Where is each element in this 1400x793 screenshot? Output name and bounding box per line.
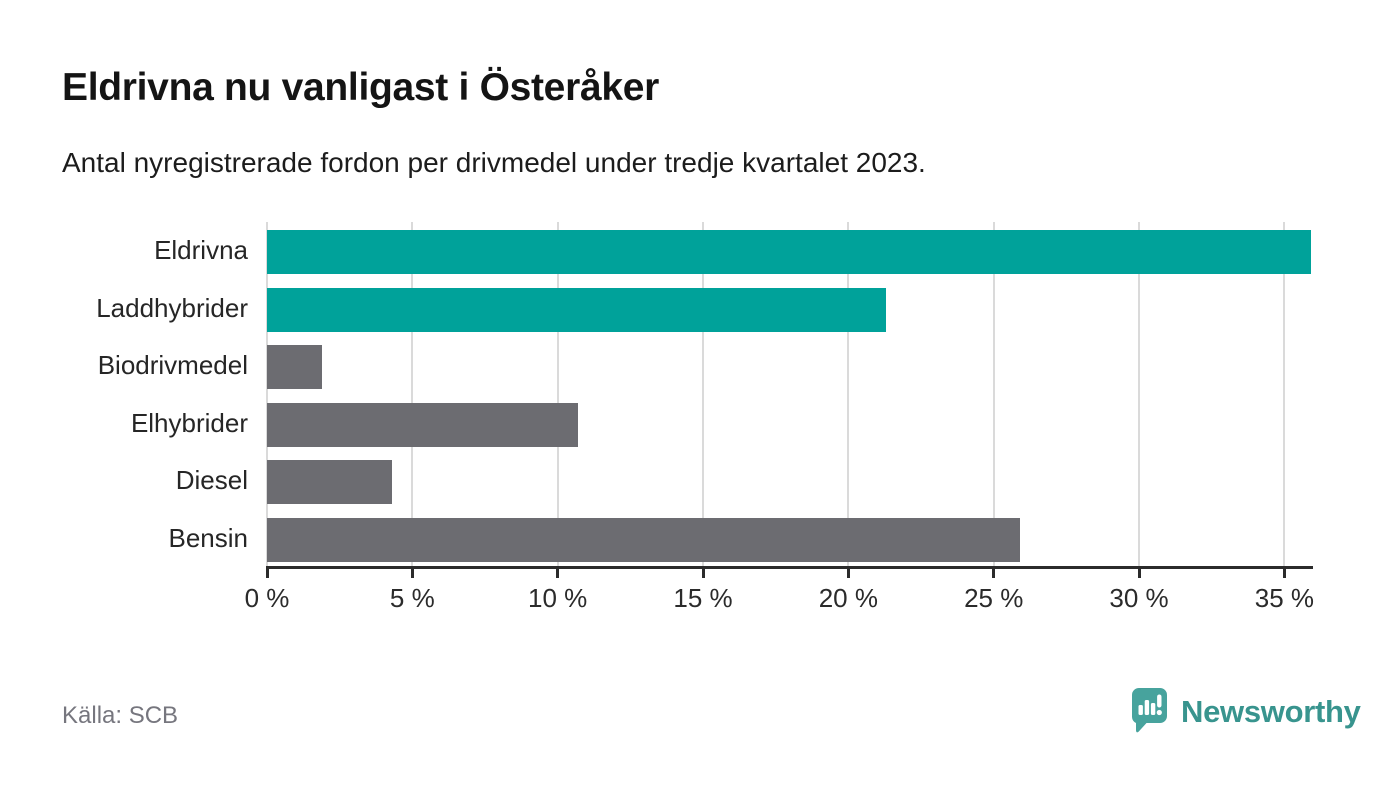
category-label: Eldrivna xyxy=(154,235,248,265)
chart-subtitle: Antal nyregistrerade fordon per drivmede… xyxy=(62,147,926,178)
category-label: Elhybrider xyxy=(130,407,248,438)
bar-track xyxy=(267,222,1312,280)
bar-row: Eldrivna xyxy=(0,222,1400,280)
gridline xyxy=(266,222,268,567)
newsworthy-wordmark: Newsworthy xyxy=(1181,694,1361,729)
bar-row: Diesel xyxy=(0,452,1400,510)
category-label: Biodrivmedel xyxy=(97,350,248,380)
gridline xyxy=(1283,222,1286,567)
axis-tick xyxy=(410,569,414,578)
axis-tick-label: 5 % xyxy=(389,583,435,613)
axis-tick-label: 0 % xyxy=(244,583,290,613)
bar-bensin xyxy=(267,517,1020,562)
axis-tick xyxy=(1282,569,1286,578)
category-label: Laddhybrider xyxy=(96,292,248,323)
bar-track xyxy=(267,452,1312,510)
axis-tick xyxy=(701,569,705,578)
axis-tick xyxy=(992,569,996,578)
bar-track xyxy=(267,337,1312,395)
newsworthy-speech-bubble-chart-icon xyxy=(1131,687,1168,738)
bar-diesel xyxy=(267,460,392,504)
bar-laddhybrider xyxy=(267,287,887,332)
plot-area xyxy=(266,222,1312,567)
newsworthy-logo: Newsworthy xyxy=(1131,687,1361,738)
axis-tick xyxy=(846,569,850,578)
axis-tick-label: 20 % xyxy=(818,583,878,613)
bar-chart: Eldrivna Laddhybrider Biodrivmedel Elhybrid… xyxy=(0,222,1400,622)
axis-tick-label: 35 % xyxy=(1254,583,1315,613)
axis-tick-label: 30 % xyxy=(1109,583,1169,613)
gridline xyxy=(556,222,559,567)
bar-row: Biodrivmedel xyxy=(0,337,1400,395)
x-axis-line xyxy=(266,566,1313,569)
axis-tick xyxy=(1137,569,1141,578)
axis-tick xyxy=(556,569,560,578)
bar-track xyxy=(267,280,1312,338)
axis-tick-label: 25 % xyxy=(964,583,1024,613)
axis-tick-label: 10 % xyxy=(528,583,588,613)
bar-eldrivna xyxy=(267,230,1311,274)
bar-track xyxy=(267,395,1312,453)
bar-rows: Eldrivna Laddhybrider Biodrivmedel Elhybrid… xyxy=(0,222,1400,567)
chart-title: Eldrivna nu vanligast i Österåker xyxy=(62,66,659,109)
gridline xyxy=(1138,222,1141,567)
gridline xyxy=(411,222,414,567)
bar-biodrivmedel xyxy=(267,345,323,389)
gridline xyxy=(992,222,995,567)
gridline xyxy=(702,222,705,567)
bar-elhybrider xyxy=(267,402,579,447)
bar-track xyxy=(267,510,1312,568)
source-note: Källa: SCB xyxy=(62,702,179,729)
axis-tick xyxy=(265,569,269,578)
bar-row: Laddhybrider xyxy=(0,280,1400,338)
bar-row: Elhybrider xyxy=(0,395,1400,453)
axis-tick-label: 15 % xyxy=(673,583,733,613)
category-label: Bensin xyxy=(168,522,249,553)
bar-row: Bensin xyxy=(0,510,1400,568)
category-label: Diesel xyxy=(175,465,248,495)
gridline xyxy=(847,222,850,567)
